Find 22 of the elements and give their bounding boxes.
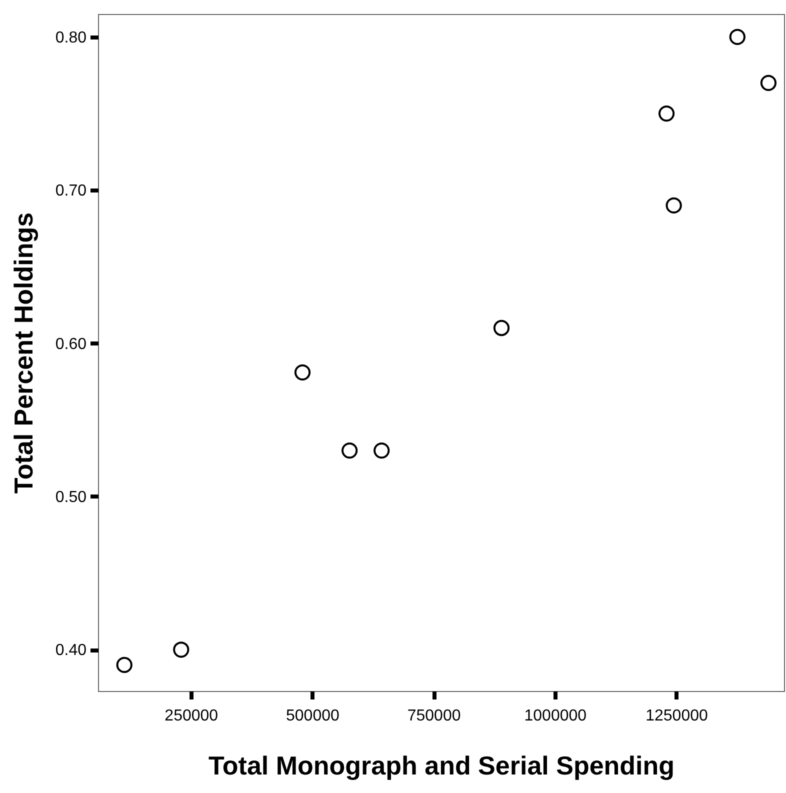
point xyxy=(374,442,390,459)
point xyxy=(760,74,777,91)
y-tick-label: 0.70 xyxy=(55,182,87,200)
x-tick-label: 1250000 xyxy=(646,708,708,724)
y-tick-label: 0.80 xyxy=(55,29,87,46)
point xyxy=(294,364,311,380)
point xyxy=(493,320,510,336)
y-tick-label: 0.60 xyxy=(55,336,87,353)
x-tick-label: 500000 xyxy=(286,708,340,724)
x-tick-label: 750000 xyxy=(407,708,461,724)
point xyxy=(173,642,190,658)
y-tick-label: 0.50 xyxy=(55,488,87,506)
x-tick-label: 250000 xyxy=(164,708,218,724)
point xyxy=(342,442,358,459)
x-tick-label: 1000000 xyxy=(524,708,587,724)
y-axis-title: Total Percent Holdings xyxy=(8,212,38,494)
point xyxy=(116,656,132,674)
x-axis-title: Total Monograph and Serial Spending xyxy=(208,750,675,780)
y-tick-label: 0.40 xyxy=(55,642,87,660)
point xyxy=(666,197,682,214)
point xyxy=(729,28,746,46)
point xyxy=(658,106,675,122)
